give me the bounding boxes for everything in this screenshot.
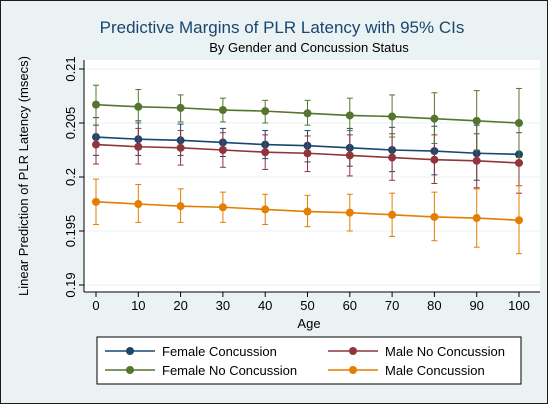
data-point [472,214,481,223]
data-point [176,143,185,152]
legend-label: Female Concussion [162,344,277,359]
series-male-concussion [92,178,523,255]
x-tick-label: 90 [469,298,483,313]
data-point [515,119,523,127]
x-tick-label: 100 [508,298,530,313]
data-point [261,148,270,157]
data-point [92,140,100,149]
x-tick-label: 40 [258,298,272,313]
y-tick-label: 0.21 [63,56,78,81]
x-tick-label: 70 [385,298,399,313]
data-point [261,107,270,116]
data-point [472,156,481,165]
data-point [218,146,227,154]
data-point [303,149,312,158]
x-tick-label: 10 [131,298,145,313]
axes: 0.19 0.195 0.2 0.205 0.21 0 10 20 30 40 50 60 70 80 90… [63,56,540,313]
x-axis-title: Age [297,316,320,331]
legend-swatch-marker [126,366,134,374]
chart-subtitle: By Gender and Concussion Status [209,40,409,55]
legend-label: Male Concussion [385,363,485,378]
data-point [430,155,439,164]
data-point [134,142,143,151]
legend-item: Female Concussion [105,344,277,359]
legend-swatch-marker [349,366,357,374]
data-point [388,112,397,121]
data-point [345,111,354,120]
data-point [176,202,185,211]
series-male-no-concussion [92,124,523,194]
legend-label: Male No Concussion [385,344,505,359]
data-point [472,116,481,125]
data-point [388,210,397,219]
grid [84,68,540,286]
legend-label: Female No Concussion [162,363,297,378]
legend-swatch-marker [126,347,134,355]
data-point [515,216,523,225]
x-tick-label: 80 [427,298,441,313]
data-point [515,158,523,167]
y-tick-label: 0.195 [63,215,78,248]
x-tick-label: 30 [216,298,230,313]
data-point [134,200,143,208]
legend-box [96,336,522,385]
chart-title: Predictive Margins of PLR Latency with 9… [100,18,465,37]
data-point [388,153,397,162]
y-tick-label: 0.2 [63,168,78,186]
data-point [303,207,312,216]
y-axis-title: Linear Prediction of PLR Latency (msecs) [16,56,31,296]
data-point [430,114,439,123]
data-point [303,109,312,118]
data-point [92,100,100,109]
y-tick-label: 0.205 [63,107,78,140]
data-point [176,103,185,112]
data-point [218,106,227,115]
legend-item: Male No Concussion [328,344,505,359]
data-point [92,197,100,206]
x-tick-label: 60 [343,298,357,313]
x-tick-label: 50 [300,298,314,313]
legend-item: Female No Concussion [105,363,297,378]
data-point [134,102,143,111]
y-tick-label: 0.19 [63,272,78,297]
data-point [345,151,354,160]
series-group [92,84,523,255]
legend-swatch-marker [349,347,357,355]
x-tick-label: 0 [92,298,99,313]
data-point [345,208,354,217]
plot-area [84,60,540,292]
data-point [218,203,227,212]
x-tick-label: 20 [173,298,187,313]
legend-item: Male Concussion [328,363,485,378]
data-point [430,212,439,221]
series-female-no-concussion [92,84,523,159]
data-point [261,205,270,214]
legend: Female Concussion Male No Concussion Femal… [105,344,505,378]
